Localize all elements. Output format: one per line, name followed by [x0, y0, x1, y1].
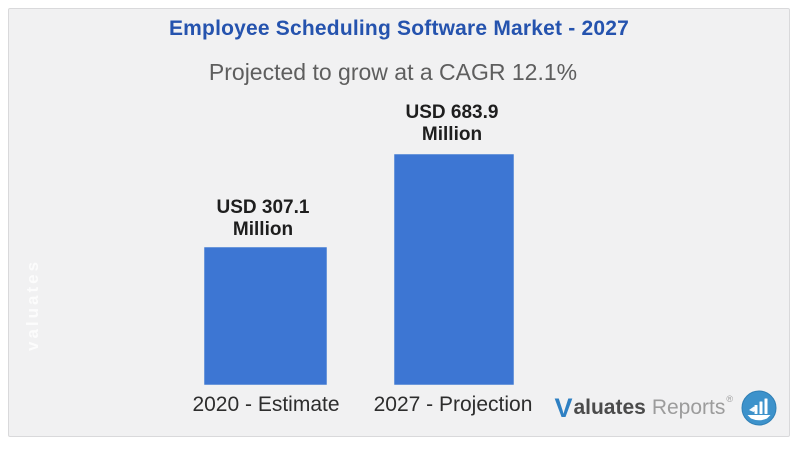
bar-value-2020-line1: USD 307.1 — [216, 197, 310, 218]
logo-name-text: aluates — [573, 396, 646, 419]
logo-v-letter: V — [554, 392, 573, 423]
watermark: valuates — [23, 258, 42, 351]
x-axis-label-2020: 2020 - Estimate — [192, 393, 340, 416]
bar-value-2020-line2: Million — [232, 219, 294, 240]
logo-reports-text: Reports — [651, 396, 726, 419]
bar-value-2027-line1: USD 683.9 — [405, 102, 499, 123]
valuates-reports-logo: V aluates Reports ® — [554, 388, 777, 428]
bar-value-label-2020: USD 307.1 Million — [163, 197, 363, 241]
chart-panel: Employee Scheduling Software Market - 20… — [8, 8, 790, 437]
registered-trademark-symbol: ® — [726, 394, 733, 404]
bar-2020-estimate — [204, 247, 327, 385]
bar-2027-projection — [394, 154, 514, 385]
chart-title: Employee Scheduling Software Market - 20… — [168, 17, 630, 40]
x-axis-label-2027: 2027 - Projection — [373, 393, 533, 416]
chart-subtitle: Projected to grow at a CAGR 12.1% — [208, 59, 578, 85]
bar-chart-boat-icon — [741, 390, 777, 426]
bar-value-label-2027: USD 683.9 Million — [352, 102, 552, 146]
bar-value-2027-line2: Million — [421, 124, 483, 145]
